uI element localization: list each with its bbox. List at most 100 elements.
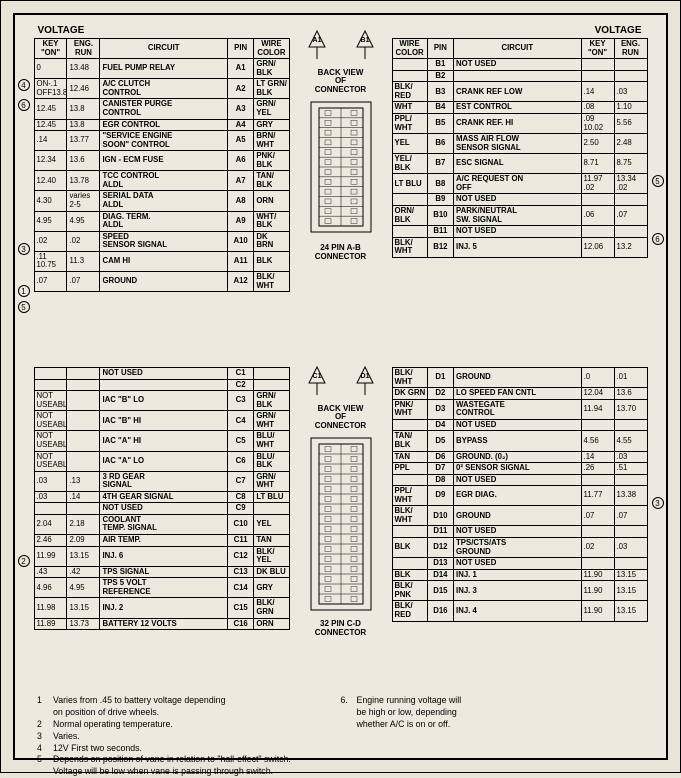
footnote: 412V First two seconds. (37, 743, 341, 755)
table-a-block: VOLTAGE KEY"ON" ENG.RUN CIRCUIT PIN WIRE… (34, 23, 290, 353)
cell-key: 8.71 (581, 154, 614, 174)
cell-circ: 0² SENSOR SIGNAL (454, 463, 582, 475)
cell-eng (67, 503, 100, 515)
cell-circ: INJ. 2 (100, 598, 228, 618)
cell-eng (614, 194, 647, 206)
cell-key: NOTUSEABLE (34, 431, 67, 451)
cell-key: NOTUSEABLE (34, 411, 67, 431)
cell-eng: 2.18 (67, 514, 100, 534)
hdr-eng: ENG.RUN (67, 39, 100, 59)
cell-wire: LT BLU (254, 491, 289, 503)
svg-text:A1: A1 (312, 37, 321, 44)
cell-wire: GRN/WHT (254, 471, 289, 491)
cell-key: .03 (34, 471, 67, 491)
cell-circ: PARK/NEUTRALSW. SIGNAL (454, 206, 582, 226)
footnote-num: 3 (37, 731, 53, 743)
cell-circ: 4TH GEAR SIGNAL (100, 491, 228, 503)
footnote-num: 1 (37, 695, 53, 719)
cell-wire: TAN (392, 451, 427, 463)
table-row: 12.4013.78TCC CONTROLALDLA7TAN/BLK (34, 171, 289, 191)
cell-eng: .07 (67, 271, 100, 291)
cell-circ (454, 70, 582, 82)
hdr-wire: WIRECOLOR (254, 39, 289, 59)
cell-eng (67, 451, 100, 471)
hdr-key: KEY"ON" (581, 39, 614, 59)
cell-circ (100, 379, 228, 391)
cell-circ: AIR TEMP. (100, 535, 228, 547)
note-marker: 3 (18, 243, 30, 255)
cell-pin: C9 (227, 503, 253, 515)
svg-text:B1: B1 (360, 37, 369, 44)
cell-pin: B7 (427, 154, 453, 174)
cell-pin: C13 (227, 566, 253, 578)
cell-wire: WHT (392, 102, 427, 114)
note-marker: 1 (18, 285, 30, 297)
cell-circ: NOT USED (100, 368, 228, 380)
table-row: D8NOT USED (392, 474, 647, 486)
cell-circ: TCC CONTROLALDL (100, 171, 228, 191)
cell-wire: GRN/BLK (254, 391, 289, 411)
cell-wire: YEL/BLK (392, 154, 427, 174)
cell-wire: GRN/YEL (254, 99, 289, 119)
content-grid: VOLTAGE KEY"ON" ENG.RUN CIRCUIT PIN WIRE… (19, 23, 662, 689)
cell-key (581, 70, 614, 82)
table-row: NOTUSEABLEIAC "A" HIC5BLU/WHT (34, 431, 289, 451)
table-row: PPL/WHTD9EGR DIAG.11.7713.38 (392, 486, 647, 506)
cell-wire (392, 419, 427, 431)
cell-circ: IAC "B" LO (100, 391, 228, 411)
cell-circ: EGR DIAG. (454, 486, 582, 506)
cell-key: ON-.1OFF13.8 (34, 79, 67, 99)
cell-key: .43 (34, 566, 67, 578)
cell-pin: C2 (227, 379, 253, 391)
cell-eng: .02 (67, 231, 100, 251)
cell-eng: 13.15 (67, 598, 100, 618)
table-row: TAND6GROUND. (0₂).14.03 (392, 451, 647, 463)
cell-eng: 13.15 (614, 601, 647, 621)
table-row: NOTUSEABLEIAC "B" LOC3GRN/BLK (34, 391, 289, 411)
note-marker: 5 (18, 301, 30, 313)
note-marker: 6 (652, 233, 664, 245)
cell-pin: D7 (427, 463, 453, 475)
cell-eng: 4.55 (614, 431, 647, 451)
cell-key: 11.90 (581, 569, 614, 581)
cell-key: .08 (581, 102, 614, 114)
table-row: BLKD14INJ. 111.9013.15 (392, 569, 647, 581)
cell-eng: 2.09 (67, 535, 100, 547)
cell-pin: B9 (427, 194, 453, 206)
cell-pin: C7 (227, 471, 253, 491)
table-row: BLK/REDB3CRANK REF LOW.14.03 (392, 82, 647, 102)
cd-connector-label: 32 PIN C-DCONNECTOR (296, 620, 386, 637)
cell-key (581, 194, 614, 206)
cell-wire: DKBRN (254, 231, 289, 251)
table-row: TAN/BLKD5BYPASS4.564.55 (392, 431, 647, 451)
table-row: NOTUSEABLEIAC "A" LOC6BLU/BLK (34, 451, 289, 471)
cell-key (581, 526, 614, 538)
cell-key: 2.50 (581, 134, 614, 154)
cell-circ: NOT USED (454, 526, 582, 538)
cell-pin: A3 (227, 99, 253, 119)
cell-wire: BLK/GRN (254, 598, 289, 618)
cell-pin: D9 (427, 486, 453, 506)
cell-pin: A8 (227, 191, 253, 211)
hdr-circ: CIRCUIT (454, 39, 582, 59)
cell-circ: NOT USED (454, 474, 582, 486)
cell-key: 12.45 (34, 119, 67, 131)
cell-pin: D15 (427, 581, 453, 601)
cell-circ: CAM HI (100, 251, 228, 271)
table-row: D13NOT USED (392, 558, 647, 570)
table-row: D4NOT USED (392, 419, 647, 431)
cell-pin: D14 (427, 569, 453, 581)
cell-circ: 3 RD GEARSIGNAL (100, 471, 228, 491)
cell-circ: INJ. 5 (454, 237, 582, 257)
cell-eng: 11.3 (67, 251, 100, 271)
cell-pin: C14 (227, 578, 253, 598)
cell-pin: B6 (427, 134, 453, 154)
cell-wire: BLK/PNK (392, 581, 427, 601)
table-row: BLK/PNKD15INJ. 311.9013.15 (392, 581, 647, 601)
table-a: KEY"ON" ENG.RUN CIRCUIT PIN WIRECOLOR 01… (34, 38, 290, 292)
footnote: 3Varies. (37, 731, 341, 743)
footnotes-left: 1Varies from .45 to battery voltage depe… (37, 695, 341, 778)
table-d: BLK/WHTD1GROUND.0.01DK GRND2LO SPEED FAN… (392, 367, 648, 622)
cell-pin: D2 (427, 388, 453, 400)
cell-key: NOTUSEABLE (34, 451, 67, 471)
